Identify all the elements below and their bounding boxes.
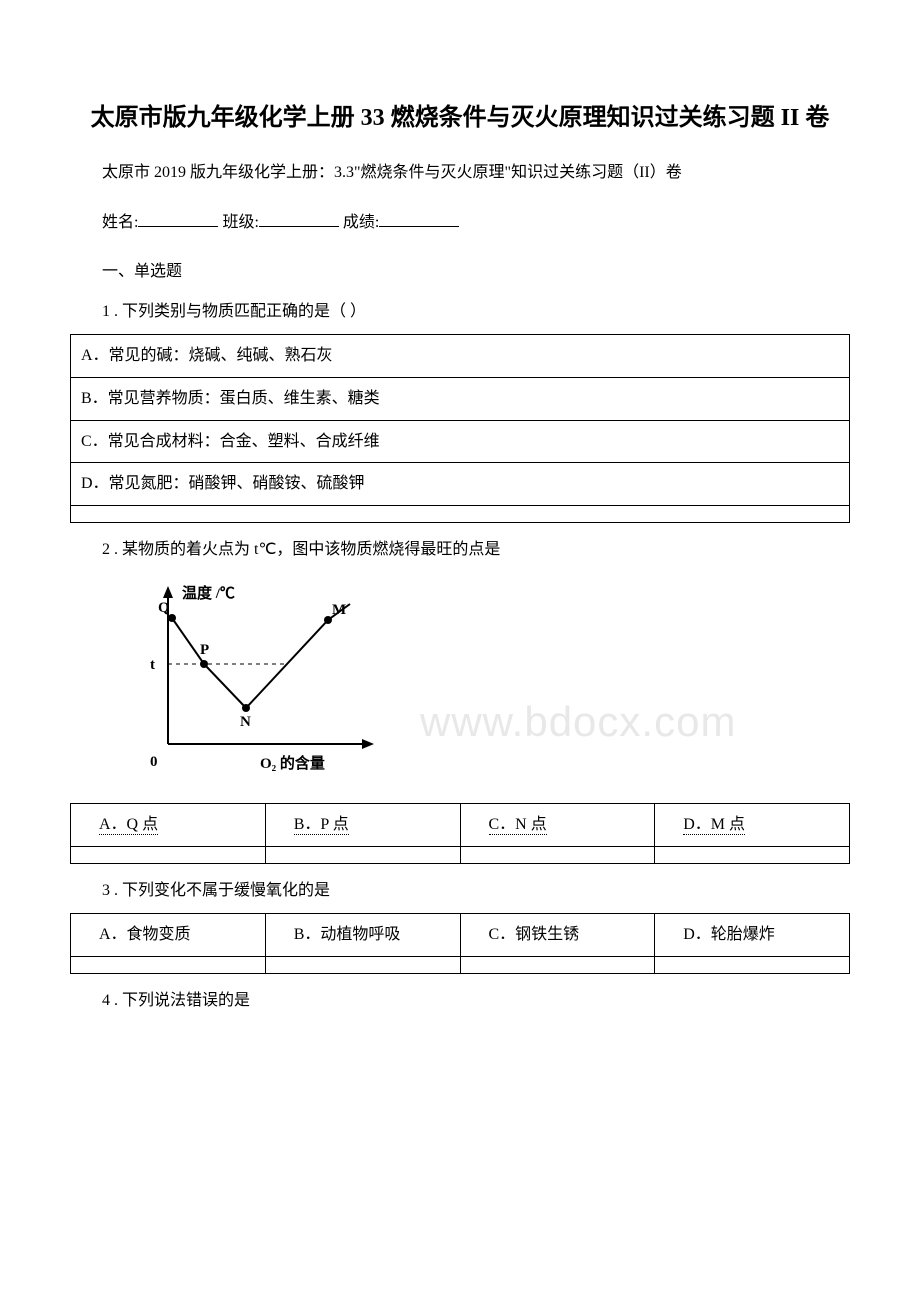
svg-text:O₂ 的含量: O₂ 的含量 (260, 754, 325, 772)
q1-options-table: A．常见的碱：烧碱、纯碱、熟石灰 B．常见营养物质：蛋白质、维生素、糖类 C．常… (70, 334, 850, 522)
q3-opt-d: D．轮胎爆炸 (655, 914, 850, 957)
name-blank (138, 211, 218, 227)
student-info-line: 姓名: 班级: 成绩: (70, 210, 850, 236)
chart-svg: 温度 /℃ O₂ 的含量 0 t Q P N M (130, 576, 390, 776)
svg-text:温度 /℃: 温度 /℃ (182, 584, 235, 602)
q2-empty-cell (655, 846, 850, 863)
q2-chart: 温度 /℃ O₂ 的含量 0 t Q P N M (130, 576, 850, 785)
q3-stem: 3 . 下列变化不属于缓慢氧化的是 (70, 878, 850, 904)
q2-empty-cell (265, 846, 460, 863)
page-title: 太原市版九年级化学上册 33 燃烧条件与灭火原理知识过关练习题 II 卷 (70, 100, 850, 136)
svg-text:N: N (240, 714, 251, 730)
q1-opt-a: A．常见的碱：烧碱、纯碱、熟石灰 (71, 335, 850, 378)
class-label: 班级: (222, 214, 258, 231)
class-blank (259, 211, 339, 227)
q1-stem: 1 . 下列类别与物质匹配正确的是（ ） (70, 299, 850, 325)
svg-text:Q: Q (158, 600, 170, 616)
q1-opt-d: D．常见氮肥：硝酸钾、硝酸铵、硫酸钾 (71, 463, 850, 506)
q3-empty-cell (265, 956, 460, 973)
q3-options-table: A．食物变质 B．动植物呼吸 C．钢铁生锈 D．轮胎爆炸 (70, 913, 850, 974)
q3-empty-cell (655, 956, 850, 973)
q3-empty-cell (460, 956, 655, 973)
score-blank (379, 211, 459, 227)
svg-text:t: t (150, 657, 155, 673)
q2-opt-c: C．N 点 (460, 803, 655, 846)
q1-opt-b: B．常见营养物质：蛋白质、维生素、糖类 (71, 377, 850, 420)
svg-text:P: P (200, 642, 209, 658)
q2-empty-cell (71, 846, 266, 863)
section-heading: 一、单选题 (70, 259, 850, 285)
q3-empty-cell (71, 956, 266, 973)
subtitle-text: 太原市 2019 版九年级化学上册：3.3"燃烧条件与灭火原理"知识过关练习题（… (70, 160, 850, 186)
q3-opt-b: B．动植物呼吸 (265, 914, 460, 957)
svg-text:0: 0 (150, 754, 158, 770)
q2-opt-b: B．P 点 (265, 803, 460, 846)
q1-empty-row (71, 505, 850, 522)
q1-opt-c: C．常见合成材料：合金、塑料、合成纤维 (71, 420, 850, 463)
q4-stem: 4 . 下列说法错误的是 (70, 988, 850, 1014)
name-label: 姓名: (102, 214, 138, 231)
q2-empty-cell (460, 846, 655, 863)
q3-opt-c: C．钢铁生锈 (460, 914, 655, 957)
q2-opt-a: A．Q 点 (71, 803, 266, 846)
svg-text:M: M (332, 602, 346, 618)
score-label: 成绩: (343, 214, 379, 231)
q2-options-table: A．Q 点 B．P 点 C．N 点 D．M 点 (70, 803, 850, 864)
q2-opt-d: D．M 点 (655, 803, 850, 846)
q3-opt-a: A．食物变质 (71, 914, 266, 957)
q2-stem: 2 . 某物质的着火点为 t℃，图中该物质燃烧得最旺的点是 (70, 537, 850, 563)
